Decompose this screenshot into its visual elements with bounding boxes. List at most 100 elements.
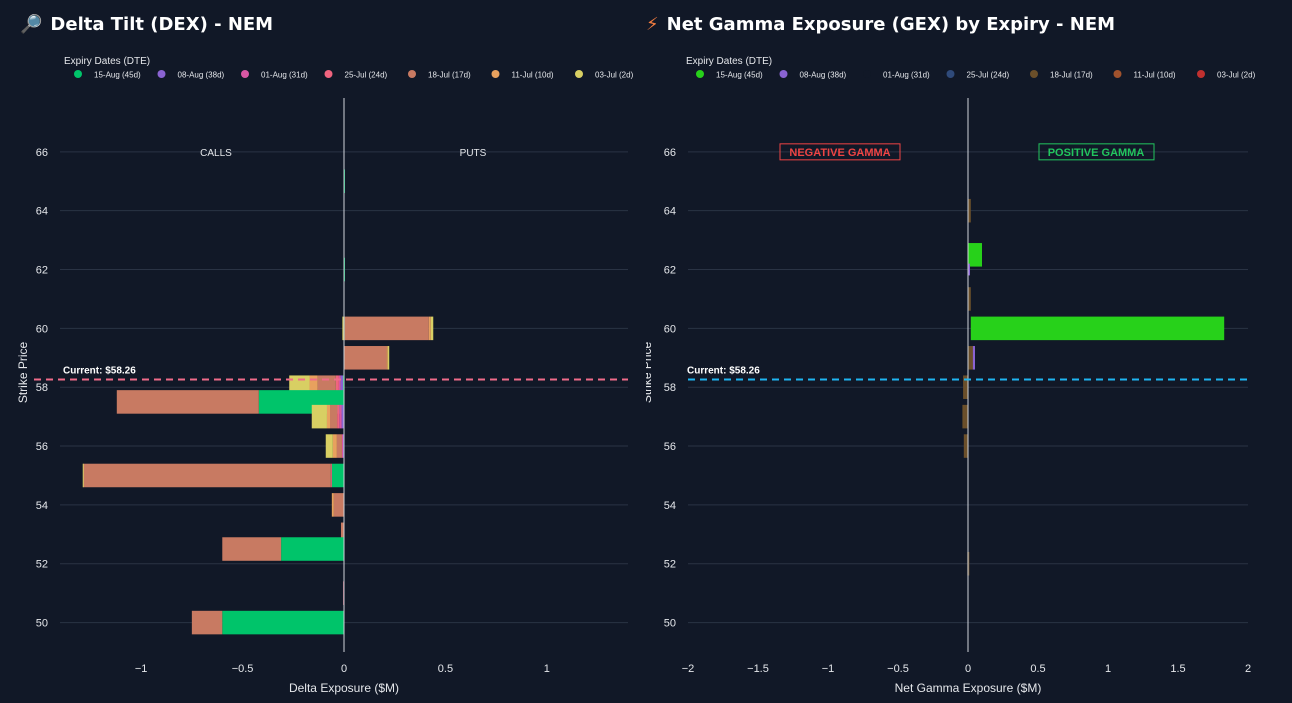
gex-legend-marker [1030, 70, 1038, 78]
gex-xtick-label: −2 [682, 663, 695, 675]
gex-xtick-label: −1 [822, 663, 835, 675]
gex-xtick-label: 2 [1245, 663, 1251, 675]
dex-ytick-label: 62 [36, 265, 48, 277]
gex-legend-label: 15-Aug (45d) [716, 71, 763, 80]
gex-ytick-label: 50 [664, 618, 676, 630]
dex-bar [344, 346, 387, 370]
gex-xaxis-title: Net Gamma Exposure ($M) [895, 681, 1042, 695]
dex-legend-item: 15-Aug (45d) [74, 70, 141, 80]
dex-legend-item: 11-Jul (10d) [491, 70, 554, 80]
dex-current-price-label: Current: $58.26 [63, 366, 136, 377]
dex-bar [82, 463, 84, 488]
dex-legend-label: 18-Jul (17d) [428, 71, 471, 80]
magnifier-icon: 🔎 [20, 14, 43, 35]
dex-bar [342, 375, 344, 399]
gex-legend-label: 25-Jul (24d) [967, 71, 1010, 80]
gex-positive-gamma-box [1038, 143, 1155, 161]
gex-legend-label: 03-Jul (2d) [1217, 71, 1256, 80]
dex-legend-label: 03-Jul (2d) [595, 71, 634, 80]
dex-legend-marker [324, 70, 333, 78]
dex-bar [344, 316, 429, 341]
gex-bar [963, 375, 968, 399]
dex-ytick-label: 58 [36, 382, 48, 394]
gex-ytick-label: 62 [664, 265, 676, 277]
dex-ytick-label: 66 [36, 147, 48, 159]
dex-bar [330, 463, 332, 488]
dex-legend-label: 01-Aug (31d) [261, 71, 308, 80]
dex-ytick-label: 56 [36, 441, 48, 453]
dex-bar [281, 537, 344, 561]
gex-bar [968, 263, 970, 276]
dex-bar [330, 404, 338, 429]
dex-legend-item: 08-Aug (38d) [157, 70, 225, 80]
gex-xtick-label: −0.5 [887, 663, 909, 675]
gex-ytick-label: 56 [664, 441, 676, 453]
dex-legend-label: 25-Jul (24d) [345, 71, 388, 80]
dex-ytick-label: 60 [36, 323, 48, 335]
dex-bar [340, 375, 343, 399]
gex-legend-title: Expiry Dates (DTE) [686, 56, 772, 67]
dex-bar [83, 463, 331, 488]
gex-xtick-label: 0 [965, 663, 971, 675]
gex-bar [968, 243, 982, 267]
dex-bar [341, 404, 344, 429]
dex-panel: 🔎 Delta Tilt (DEX) - NEM 50 52 54 56 58 60 62 6… [0, 0, 646, 703]
dex-ytick-label: 54 [36, 500, 48, 512]
gex-ytick-label: 54 [664, 500, 676, 512]
dex-ytick-label: 52 [36, 559, 48, 571]
dex-bar [326, 404, 331, 429]
gex-legend-item: 08-Aug (38d) [779, 70, 847, 80]
gex-legend-item: 15-Aug (45d) [696, 70, 763, 80]
dex-ytick-label: 50 [36, 618, 48, 630]
gex-bar [968, 346, 974, 370]
gex-xtick-label: 0.5 [1030, 663, 1045, 675]
dex-puts-annotation: PUTS [460, 148, 487, 159]
gex-ytick-label: 60 [664, 323, 676, 335]
gex-ytick-label: 52 [664, 559, 676, 571]
dex-xtick-label: 1 [544, 663, 550, 675]
dex-xtick-label: 0.5 [438, 663, 453, 675]
gex-yaxis-title: Strike Price [646, 342, 654, 404]
gex-chart-title: Net Gamma Exposure (GEX) by Expiry - NEM [666, 14, 1116, 35]
dex-xtick-label: 0 [341, 663, 347, 675]
dex-bar [335, 375, 339, 399]
dex-bar [331, 493, 334, 517]
gex-current-price-label: Current: $58.26 [687, 366, 760, 377]
dex-ytick-label: 64 [36, 206, 48, 218]
gex-bar [972, 346, 975, 370]
dex-legend-title: Expiry Dates (DTE) [64, 56, 150, 67]
gex-legend-item: 01-Aug (31d) [863, 70, 930, 80]
dex-legend-item: 03-Jul (2d) [575, 70, 634, 80]
dex-legend-marker [241, 70, 249, 78]
gex-xtick-label: −1.5 [747, 663, 769, 675]
gex-chart[interactable]: 50 52 54 56 58 60 62 64 66 −2 −1.5 −1 −0.5 0 0.5 1 1.5 2 N… [646, 0, 1292, 703]
dex-chart[interactable]: 50 52 54 56 58 60 62 64 66 −1 −0.5 0 0.5 1 Delta Expos… [0, 0, 646, 703]
dex-bar [342, 434, 344, 458]
gex-legend-marker [1197, 70, 1205, 78]
dex-bar [325, 434, 333, 458]
dex-bar [333, 493, 344, 517]
gex-xtick-label: 1 [1105, 663, 1111, 675]
dex-title-block: 🔎 Delta Tilt (DEX) - NEM [20, 14, 273, 35]
dex-legend-label: 11-Jul (10d) [512, 71, 554, 80]
dex-xaxis-title: Delta Exposure ($M) [289, 681, 399, 695]
dex-bar [340, 522, 344, 547]
gex-legend-label: 01-Aug (31d) [883, 71, 930, 80]
dex-chart-title: Delta Tilt (DEX) - NEM [50, 14, 274, 35]
gex-legend-item: 25-Jul (24d) [946, 70, 1010, 80]
gex-ytick-label: 58 [664, 382, 676, 394]
gex-legend-label: 11-Jul (10d) [1134, 71, 1176, 80]
dex-calls-annotation: CALLS [200, 148, 232, 159]
dex-legend-item: 01-Aug (31d) [241, 70, 308, 80]
dex-legend-marker [491, 70, 500, 78]
dex-bar [342, 316, 344, 341]
dex-bar [331, 463, 344, 488]
gex-legend-marker [779, 70, 788, 78]
dex-legend-label: 15-Aug (45d) [94, 71, 141, 80]
dex-legend-marker [408, 70, 416, 78]
gex-negative-gamma-annotation: NEGATIVE GAMMA [789, 147, 890, 159]
gex-xtick-label: 1.5 [1170, 663, 1185, 675]
dex-xtick-label: −0.5 [232, 663, 254, 675]
gex-legend-item: 18-Jul (17d) [1030, 70, 1093, 80]
dex-bar [222, 610, 344, 635]
